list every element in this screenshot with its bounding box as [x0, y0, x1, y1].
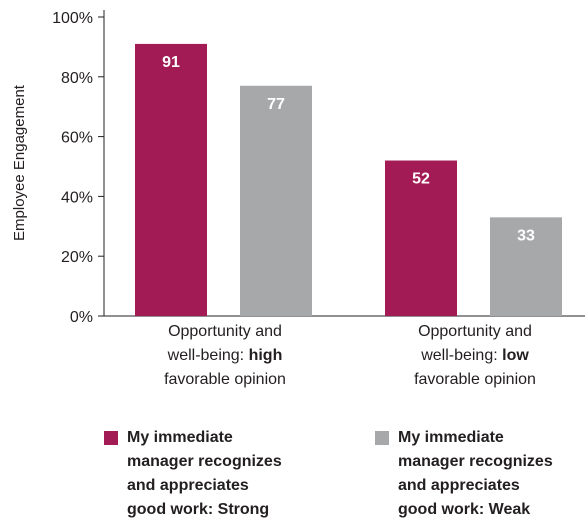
x-category-label-0: Opportunity and well-being: high favorab…: [120, 320, 330, 392]
category-line: well-being: low: [370, 344, 580, 368]
legend-line: good work: Weak: [398, 501, 531, 518]
bar-value-label: 33: [517, 227, 535, 244]
legend-line: and appreciates: [398, 477, 520, 494]
legend-line: manager recognizes: [398, 453, 553, 470]
legend-swatch-strong: [104, 431, 118, 445]
bar-strong-1: [385, 160, 457, 316]
legend-line: My immediate: [398, 429, 504, 446]
y-tick-label: 40%: [61, 189, 93, 206]
y-tick-label: 20%: [61, 249, 93, 266]
bar-weak-0: [240, 85, 312, 317]
category-line: Opportunity and: [418, 323, 532, 340]
bar-value-label: 77: [267, 96, 285, 113]
legend-line: good work: Strong: [127, 501, 270, 518]
bar-value-label: 52: [412, 171, 430, 188]
category-text: well-being:: [167, 347, 249, 364]
legend-label-weak: My immediate manager recognizes and appr…: [398, 426, 585, 522]
y-tick-label: 100%: [52, 10, 93, 27]
category-emphasis: high: [248, 347, 283, 364]
y-tick-label: 80%: [61, 70, 93, 87]
category-line: favorable opinion: [414, 371, 536, 388]
category-emphasis: low: [502, 347, 529, 364]
category-line: favorable opinion: [164, 371, 286, 388]
legend-swatch-weak: [375, 431, 389, 445]
category-line: Opportunity and: [168, 323, 282, 340]
category-text: well-being:: [421, 347, 503, 364]
y-axis-label: Employee Engagement: [11, 84, 28, 241]
bar-strong-0: [135, 43, 207, 316]
legend-line: manager recognizes: [127, 453, 282, 470]
legend-label-strong: My immediate manager recognizes and appr…: [127, 426, 317, 522]
bar-chart: 0% 20% 40% 60% 80% 100% Employee Engagement 9…: [11, 10, 585, 326]
legend-line: and appreciates: [127, 477, 249, 494]
y-axis-ticks: 0% 20% 40% 60% 80% 100%: [52, 10, 104, 326]
x-category-label-1: Opportunity and well-being: low favorabl…: [370, 320, 580, 392]
y-tick-label: 0%: [70, 309, 93, 326]
legend-line: My immediate: [127, 429, 233, 446]
category-line: well-being: high: [120, 344, 330, 368]
bar-value-label: 91: [162, 54, 180, 71]
y-tick-label: 60%: [61, 130, 93, 147]
bars: 91 52 77 33: [135, 43, 562, 317]
bar-weak-1: [490, 217, 562, 316]
